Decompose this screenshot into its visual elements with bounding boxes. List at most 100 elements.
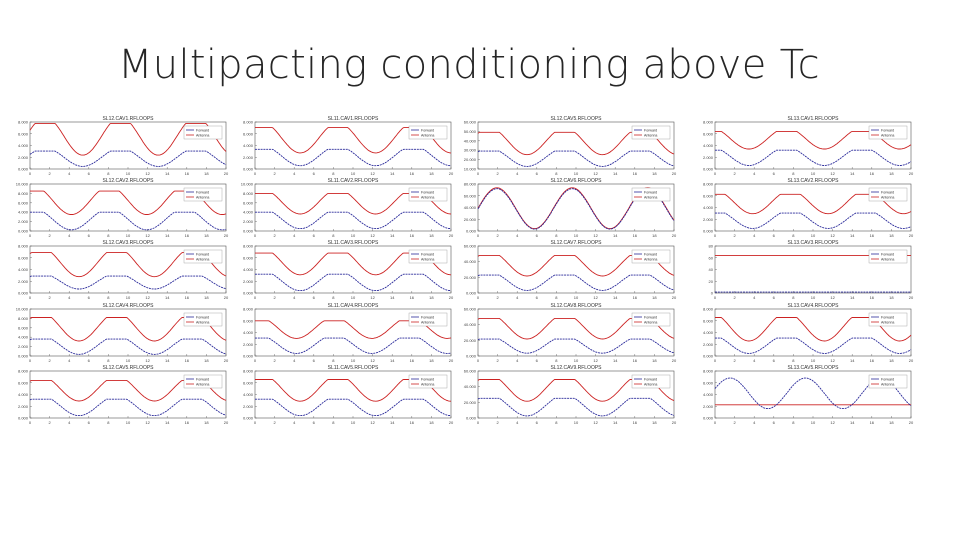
legend-label: Forward: [881, 191, 894, 195]
legend-label: Antenna: [881, 134, 894, 138]
x-tick-label: 0: [714, 358, 717, 363]
y-tick-label: 0.000: [703, 167, 714, 172]
x-tick-label: 16: [410, 358, 415, 363]
x-tick-label: 8: [792, 171, 795, 176]
legend-box: [183, 312, 223, 327]
y-tick-label: 0.000: [466, 416, 477, 421]
y-tick-label: 60.000: [464, 193, 477, 198]
y-tick-label: 0.000: [18, 416, 29, 421]
y-tick-label: 80.000: [464, 182, 477, 187]
x-tick-label: 20: [449, 233, 454, 238]
x-tick-label: 4: [753, 295, 756, 300]
x-tick-label: 20: [672, 171, 677, 176]
x-tick-label: 4: [753, 358, 756, 363]
legend-label: Antenna: [644, 196, 657, 200]
legend-label: Antenna: [421, 134, 434, 138]
y-tick-label: 8.000: [18, 316, 29, 321]
x-tick-label: 12: [370, 358, 375, 363]
x-tick-label: 8: [107, 295, 110, 300]
y-tick-label: 60.000: [464, 369, 477, 374]
x-tick-label: 18: [429, 295, 434, 300]
y-tick-label: 8.000: [243, 369, 254, 374]
x-tick-label: 2: [733, 295, 736, 300]
x-tick-label: 18: [889, 233, 894, 238]
x-tick-label: 14: [165, 420, 170, 425]
y-tick-label: 4.000: [703, 143, 714, 148]
y-tick-label: 2.000: [18, 344, 29, 349]
plot-title: SL13.CAV5.RFLOOPS: [787, 365, 839, 371]
legend-label: Forward: [881, 129, 894, 133]
x-tick-label: 0: [714, 171, 717, 176]
x-tick-label: 16: [633, 295, 638, 300]
x-tick-label: 2: [273, 171, 276, 176]
x-tick-label: 18: [204, 171, 209, 176]
plot-panel: SL11.CAV2.RFLOOPS 0.000 2.000 4.000 6.000 8.0…: [241, 178, 454, 238]
x-tick-label: 8: [555, 358, 558, 363]
plot-panel: SL11.CAV1.RFLOOPS 0.000 2.000 4.000 6.000 8.0…: [243, 116, 454, 176]
legend-box: [183, 374, 223, 389]
legend-box: [408, 125, 448, 140]
legend-box: [631, 125, 671, 140]
legend-label: Forward: [421, 191, 434, 195]
x-tick-label: 0: [477, 233, 480, 238]
y-tick-label: 0.000: [466, 291, 477, 296]
x-tick-label: 18: [429, 420, 434, 425]
x-tick-label: 14: [850, 295, 855, 300]
y-tick-label: 2.000: [243, 342, 254, 347]
x-tick-label: 0: [29, 171, 32, 176]
x-tick-label: 20: [672, 233, 677, 238]
y-tick-label: 4.000: [243, 392, 254, 397]
y-tick-label: 6.000: [18, 380, 29, 385]
y-tick-label: 0.000: [243, 167, 254, 172]
y-tick-label: 8.000: [703, 369, 714, 374]
legend-box: [868, 312, 908, 327]
plot-panel: SL12.CAV4.RFLOOPS 0.000 2.000 4.000 6.000 8.0…: [16, 303, 229, 363]
x-tick-label: 14: [165, 233, 170, 238]
series-line-antenna: [29, 398, 227, 417]
series-line-antenna: [255, 398, 451, 417]
plot-title: SL13.CAV3.RFLOOPS: [787, 240, 839, 246]
legend-label: Antenna: [196, 196, 209, 200]
x-tick-label: 8: [107, 171, 110, 176]
x-tick-label: 12: [830, 295, 835, 300]
x-tick-label: 2: [48, 171, 51, 176]
y-tick-label: 8.000: [18, 244, 29, 249]
x-tick-label: 12: [145, 295, 150, 300]
x-tick-label: 20: [909, 295, 914, 300]
y-tick-label: 8.000: [18, 120, 29, 125]
y-tick-label: 6.000: [243, 255, 254, 260]
legend-box: [868, 374, 908, 389]
x-tick-label: 10: [574, 233, 579, 238]
legend-label: Antenna: [644, 134, 657, 138]
x-tick-label: 14: [165, 171, 170, 176]
y-tick-label: 40.000: [464, 322, 477, 327]
x-tick-label: 0: [29, 420, 32, 425]
x-tick-label: 12: [370, 233, 375, 238]
y-tick-label: 40.000: [464, 138, 477, 143]
y-tick-label: 2.000: [703, 404, 714, 409]
y-tick-label: 0.000: [243, 416, 254, 421]
y-tick-label: 2.000: [18, 155, 29, 160]
plot-title: SL12.CAV4.RFLOOPS: [102, 303, 154, 309]
x-tick-label: 4: [68, 295, 71, 300]
legend-box: [408, 312, 448, 327]
x-tick-label: 0: [254, 295, 257, 300]
plot-panel: SL12.CAV6.RFLOOPS 0.000 20.000 40.000 60.000…: [464, 178, 677, 238]
x-tick-label: 0: [714, 233, 717, 238]
y-tick-label: 20.000: [464, 217, 477, 222]
legend-label: Forward: [644, 316, 657, 320]
x-tick-label: 12: [145, 358, 150, 363]
plot-title: SL12.CAV3.RFLOOPS: [102, 240, 154, 246]
legend-label: Antenna: [881, 321, 894, 325]
x-tick-label: 14: [613, 358, 618, 363]
x-tick-label: 20: [224, 358, 229, 363]
x-tick-label: 0: [714, 295, 717, 300]
y-tick-label: 4.000: [703, 205, 714, 210]
x-tick-label: 18: [652, 233, 657, 238]
plot-title: SL12.CAV8.RFLOOPS: [550, 303, 602, 309]
x-tick-label: 4: [68, 420, 71, 425]
x-tick-label: 6: [773, 233, 776, 238]
x-tick-label: 8: [332, 171, 335, 176]
x-tick-label: 14: [390, 420, 395, 425]
x-tick-label: 4: [293, 233, 296, 238]
